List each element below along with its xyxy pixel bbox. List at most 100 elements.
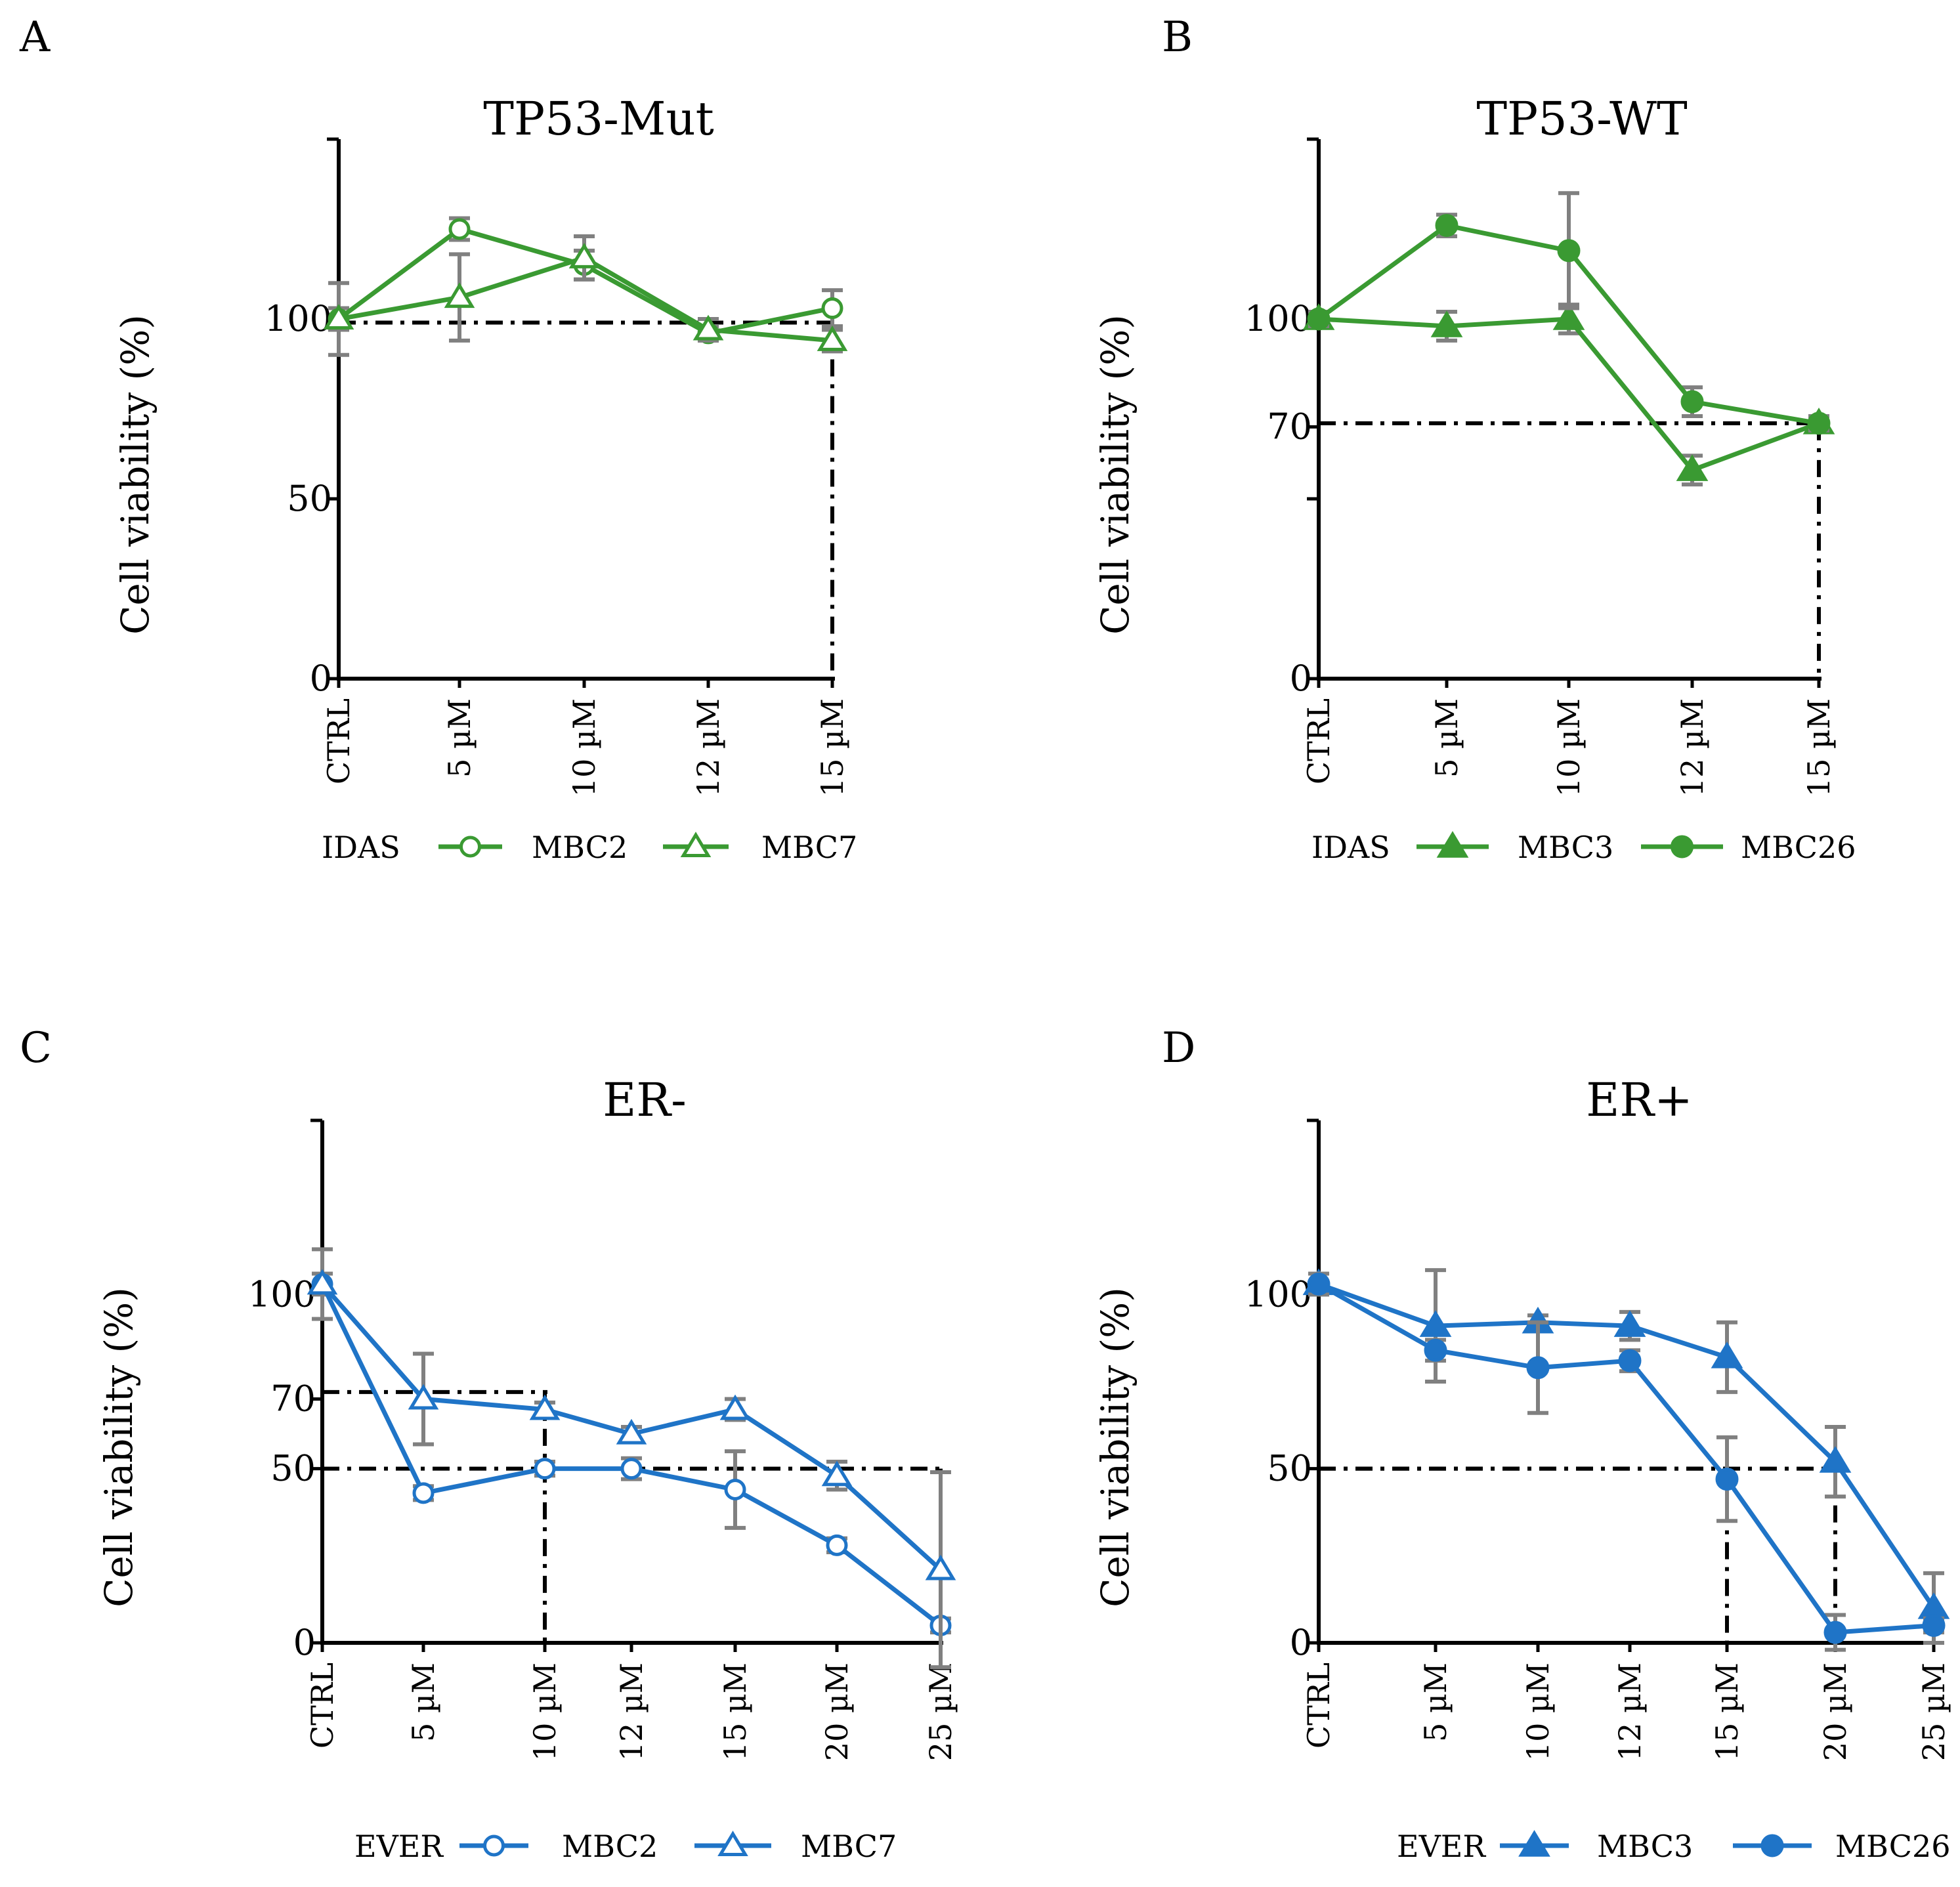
legend-marker bbox=[1671, 835, 1694, 859]
panel-letter: C bbox=[20, 1024, 52, 1072]
data-point bbox=[448, 218, 471, 240]
x-tick-label: 10 µM bbox=[527, 1663, 563, 1761]
legend-marker bbox=[717, 1831, 748, 1856]
data-point bbox=[817, 326, 848, 351]
legend: IDAS MBC3 MBC26 bbox=[1311, 830, 1856, 865]
x-tick-label: 5 µM bbox=[1418, 1663, 1453, 1742]
data-point bbox=[1618, 1349, 1642, 1372]
y-tick-label: 0 bbox=[1290, 1622, 1312, 1663]
y-tick-label: 100 bbox=[265, 298, 332, 339]
x-tick-label: CTRL bbox=[1301, 1663, 1336, 1749]
data-point bbox=[444, 282, 475, 308]
data-point bbox=[1922, 1613, 1946, 1637]
panel-letter: D bbox=[1162, 1024, 1195, 1072]
y-tick-label: 0 bbox=[1290, 658, 1312, 699]
data-point bbox=[1676, 454, 1709, 481]
data-point bbox=[568, 242, 600, 268]
legend-label: MBC26 bbox=[1835, 1829, 1951, 1864]
legend-title: EVER bbox=[1397, 1829, 1486, 1864]
data-point bbox=[323, 304, 354, 329]
x-tick-label: 15 µM bbox=[1801, 698, 1837, 797]
panel-a: A TP53-Mut Cell viability (%) 0 50 100 CTRL 5 µ… bbox=[19, 13, 857, 865]
chart-title: TP53-Mut bbox=[483, 92, 714, 146]
legend-label: MBC26 bbox=[1741, 830, 1856, 865]
panel-letter: A bbox=[19, 13, 51, 62]
legend-marker bbox=[459, 836, 481, 858]
data-point bbox=[692, 314, 724, 341]
data-point bbox=[1680, 390, 1704, 413]
panel-b: B TP53-WT Cell viability (%) 0 70 100 CTRL 5 µM… bbox=[1093, 13, 1856, 865]
data-point bbox=[1807, 412, 1831, 435]
y-tick-label: 0 bbox=[293, 1622, 316, 1663]
x-tick-label: 12 µM bbox=[1612, 1663, 1648, 1761]
chart-title: ER+ bbox=[1586, 1073, 1692, 1127]
data-point bbox=[534, 1458, 556, 1480]
series-mbc3 bbox=[1302, 1268, 1950, 1645]
data-point bbox=[1819, 1446, 1852, 1473]
legend-label: MBC7 bbox=[801, 1829, 897, 1864]
x-tick-label: 20 µM bbox=[1818, 1663, 1853, 1761]
x-tick-label: 10 µM bbox=[566, 698, 602, 797]
data-point bbox=[821, 1460, 853, 1487]
panel-d: D ER+ Cell viability (%) 0 50 100 CTRL 5 µM 10 µ… bbox=[1093, 1024, 1951, 1864]
series-line bbox=[1318, 316, 1820, 473]
data-point bbox=[408, 1384, 439, 1410]
data-point bbox=[1307, 1272, 1331, 1296]
data-point bbox=[307, 1269, 338, 1295]
series-mbc26 bbox=[1307, 1271, 1946, 1652]
x-tick-label: 12 µM bbox=[691, 698, 726, 797]
panel-c: C ER- Cell viability (%) 0 50 70 100 CTRL 5 µM 10… bbox=[20, 1024, 958, 1864]
panel-letter: B bbox=[1162, 13, 1193, 62]
x-tick-label: 12 µM bbox=[1674, 698, 1710, 797]
legend: EVER MBC3 MBC26 bbox=[1397, 1829, 1951, 1864]
x-tick-label: 15 µM bbox=[717, 1663, 753, 1761]
legend: EVER MBC2 MBC7 bbox=[354, 1829, 897, 1864]
y-tick-label: 50 bbox=[270, 1448, 316, 1489]
legend-marker bbox=[483, 1834, 505, 1857]
legend-marker bbox=[680, 832, 712, 857]
x-tick-label: 10 µM bbox=[1520, 1663, 1556, 1761]
x-tick-label: 5 µM bbox=[406, 1663, 441, 1742]
series-mbc3 bbox=[1302, 303, 1835, 487]
legend-label: MBC3 bbox=[1518, 830, 1613, 865]
y-tick-label: 70 bbox=[270, 1378, 316, 1420]
legend-title: EVER bbox=[354, 1829, 444, 1864]
data-point bbox=[1715, 1468, 1739, 1491]
data-point bbox=[719, 1394, 751, 1420]
legend: IDAS MBC2 MBC7 bbox=[322, 830, 857, 865]
series-mbc2 bbox=[311, 1271, 952, 1636]
y-tick-label: 100 bbox=[1245, 298, 1312, 339]
series-line bbox=[320, 1283, 943, 1628]
legend-marker bbox=[1436, 831, 1469, 858]
legend-label: MBC2 bbox=[532, 830, 628, 865]
data-point bbox=[1552, 303, 1585, 330]
legend-marker bbox=[1760, 1834, 1784, 1857]
legend-marker bbox=[1518, 1830, 1550, 1857]
data-point bbox=[1424, 1338, 1447, 1362]
y-tick-label: 0 bbox=[310, 658, 332, 699]
chart-title: TP53-WT bbox=[1476, 92, 1687, 146]
x-tick-label: 25 µM bbox=[923, 1663, 958, 1761]
legend-title: IDAS bbox=[1311, 830, 1390, 865]
y-tick-label: 70 bbox=[1267, 406, 1312, 447]
data-point bbox=[1526, 1356, 1550, 1380]
data-point bbox=[1307, 307, 1331, 331]
legend-label: MBC3 bbox=[1597, 1829, 1693, 1864]
x-tick-label: 15 µM bbox=[815, 698, 850, 797]
x-tick-label: 10 µM bbox=[1551, 698, 1587, 797]
x-tick-label: 5 µM bbox=[442, 698, 477, 778]
y-tick-label: 50 bbox=[1267, 1448, 1312, 1489]
y-tick-label: 50 bbox=[287, 478, 332, 519]
x-tick-label: 15 µM bbox=[1709, 1663, 1745, 1761]
series-mbc7 bbox=[323, 234, 848, 357]
y-axis-label: Cell viability (%) bbox=[1093, 314, 1138, 635]
data-point bbox=[1557, 239, 1581, 263]
data-point bbox=[821, 297, 843, 320]
x-tick-label: 20 µM bbox=[819, 1663, 855, 1761]
series-mbc7 bbox=[307, 1247, 956, 1670]
x-tick-label: 5 µM bbox=[1429, 698, 1464, 778]
y-axis-label: Cell viability (%) bbox=[96, 1287, 141, 1607]
data-point bbox=[1435, 214, 1459, 238]
legend-label: MBC2 bbox=[562, 1829, 658, 1864]
